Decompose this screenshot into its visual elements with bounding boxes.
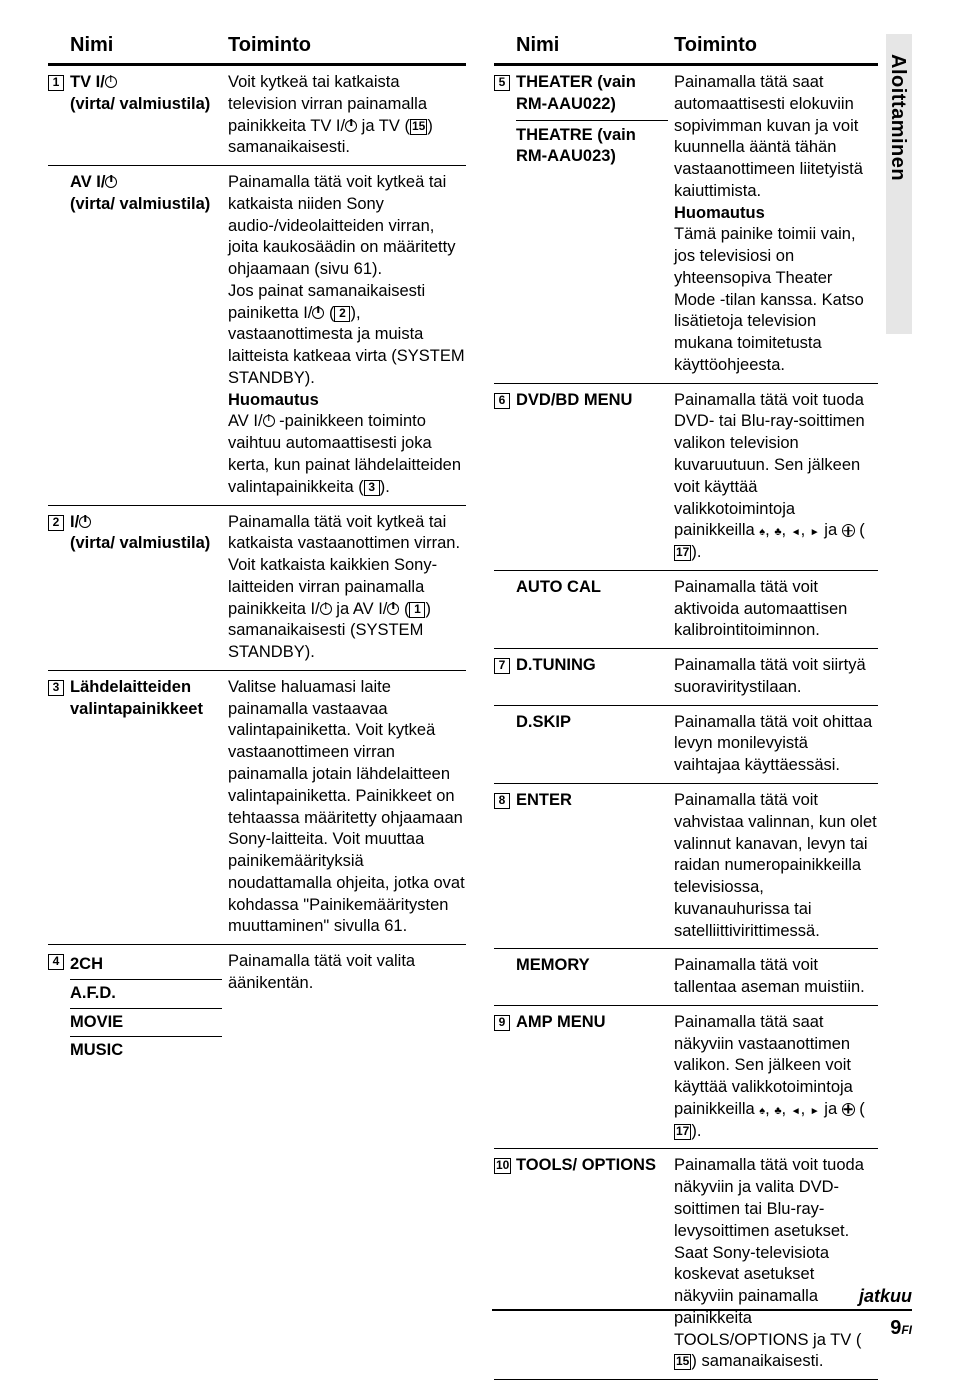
row-desc: Painamalla tätä voit vahvistaa valinnan,… [674, 790, 878, 942]
power-icon [263, 415, 275, 427]
row-desc: Painamalla tätä saat näkyviin vastaanott… [674, 1012, 878, 1143]
table-row: AUTO CAL Painamalla tätä voit aktivoida … [494, 571, 878, 649]
table-row: 9 AMP MENU Painamalla tätä saat näkyviin… [494, 1006, 878, 1150]
right-icon [810, 521, 820, 539]
table-row: 5 THEATER (vain RM-AAU022) THEATRE (vain… [494, 66, 878, 384]
row-desc: Painamalla tätä voit valita äänikentän. [228, 951, 466, 1065]
table-row: 10 TOOLS/ OPTIONS Painamalla tätä voit t… [494, 1149, 878, 1380]
row-number: 10 [494, 1155, 516, 1373]
table-row: 6 DVD/BD MENU Painamalla tätä voit tuoda… [494, 384, 878, 571]
power-icon [105, 76, 117, 88]
row-name: D.TUNING [516, 655, 674, 699]
row-number: 7 [494, 655, 516, 699]
row-name: TV I/ (virta/ valmiustila) [70, 72, 228, 159]
row-desc: Painamalla tätä saat automaattisesti elo… [674, 72, 878, 377]
row-desc: Painamalla tätä voit tuoda näkyviin ja v… [674, 1155, 878, 1373]
power-icon [79, 516, 91, 528]
row-number: 5 [494, 72, 516, 377]
table-row: MEMORY Painamalla tätä voit tallentaa as… [494, 949, 878, 1006]
row-name: MEMORY [516, 955, 674, 999]
power-icon [345, 120, 357, 132]
right-column-wrap: Nimi Toiminto 5 THEATER (vain RM-AAU022)… [494, 34, 912, 1380]
table-row: 1 TV I/ (virta/ valmiustila) Voit kytkeä… [48, 66, 466, 166]
content-columns: Nimi Toiminto 1 TV I/ (virta/ valmiustil… [48, 34, 912, 1380]
table-row: D.SKIP Painamalla tätä voit ohittaa levy… [494, 706, 878, 784]
row-number: 8 [494, 790, 516, 942]
side-tab-label: Aloittaminen [886, 34, 909, 181]
row-name: THEATER (vain RM-AAU022) THEATRE (vain R… [516, 72, 674, 377]
row-desc: Painamalla tätä voit aktivoida automaatt… [674, 577, 878, 642]
power-icon [105, 176, 117, 188]
row-name: TOOLS/ OPTIONS [516, 1155, 674, 1373]
right-column: Nimi Toiminto 5 THEATER (vain RM-AAU022)… [494, 34, 878, 1380]
row-number: 4 [48, 951, 70, 1065]
oplus-icon [842, 524, 855, 537]
row-desc: Painamalla tätä voit kytkeä tai katkaist… [228, 512, 466, 664]
row-name: AV I/ (virta/ valmiustila) [70, 172, 228, 498]
row-desc: Painamalla tätä voit tuoda DVD- tai Blu-… [674, 390, 878, 564]
row-desc: Painamalla tätä voit tallentaa aseman mu… [674, 955, 878, 999]
row-name: AUTO CAL [516, 577, 674, 642]
table-row: 4 2CH A.F.D. MOVIE MUSIC Painamalla tätä… [48, 945, 466, 1071]
row-desc: Painamalla tätä voit ohittaa levyn monil… [674, 712, 878, 777]
page-footer: jatkuu 9FI [492, 1286, 912, 1340]
continued-label: jatkuu [492, 1286, 912, 1311]
row-name: AMP MENU [516, 1012, 674, 1143]
row-number: 3 [48, 677, 70, 938]
table-row: 8 ENTER Painamalla tätä voit vahvistaa v… [494, 784, 878, 949]
header-func: Toiminto [674, 34, 878, 57]
header-name: Nimi [494, 34, 674, 57]
table-row: 3 Lähdelaitteiden valintapainikkeet Vali… [48, 671, 466, 945]
left-icon [791, 1100, 801, 1118]
row-number: 1 [48, 72, 70, 159]
page-number: 9FI [492, 1317, 912, 1340]
table-row: 2 I/ (virta/ valmiustila) Painamalla tät… [48, 506, 466, 671]
down-icon [774, 1100, 781, 1118]
table-header-right: Nimi Toiminto [494, 34, 878, 66]
down-icon [774, 521, 781, 539]
row-number: 2 [48, 512, 70, 664]
row-name: 2CH A.F.D. MOVIE MUSIC [70, 951, 228, 1065]
table-row: AV I/ (virta/ valmiustila) Painamalla tä… [48, 166, 466, 505]
right-icon [810, 1100, 820, 1118]
row-desc: Painamalla tätä voit kytkeä tai katkaist… [228, 172, 466, 498]
row-name: D.SKIP [516, 712, 674, 777]
row-number: 6 [494, 390, 516, 564]
up-icon [759, 1100, 765, 1118]
side-tab: Aloittaminen [886, 34, 912, 1380]
row-name: DVD/BD MENU [516, 390, 674, 564]
power-icon [387, 603, 399, 615]
table-row: 7 D.TUNING Painamalla tätä voit siirtyä … [494, 649, 878, 706]
row-desc: Painamalla tätä voit siirtyä suoravirity… [674, 655, 878, 699]
row-name: ENTER [516, 790, 674, 942]
oplus-icon [842, 1103, 855, 1116]
row-desc: Valitse haluamasi laite painamalla vasta… [228, 677, 466, 938]
row-name: Lähdelaitteiden valintapainikkeet [70, 677, 228, 938]
power-icon [320, 603, 332, 615]
up-icon [759, 521, 765, 539]
left-icon [791, 521, 801, 539]
header-name: Nimi [48, 34, 228, 57]
header-func: Toiminto [228, 34, 466, 57]
row-number: 9 [494, 1012, 516, 1143]
table-header-left: Nimi Toiminto [48, 34, 466, 66]
left-column: Nimi Toiminto 1 TV I/ (virta/ valmiustil… [48, 34, 466, 1380]
row-name: I/ (virta/ valmiustila) [70, 512, 228, 664]
row-desc: Voit kytkeä tai katkaista television vir… [228, 72, 466, 159]
power-icon [312, 307, 324, 319]
